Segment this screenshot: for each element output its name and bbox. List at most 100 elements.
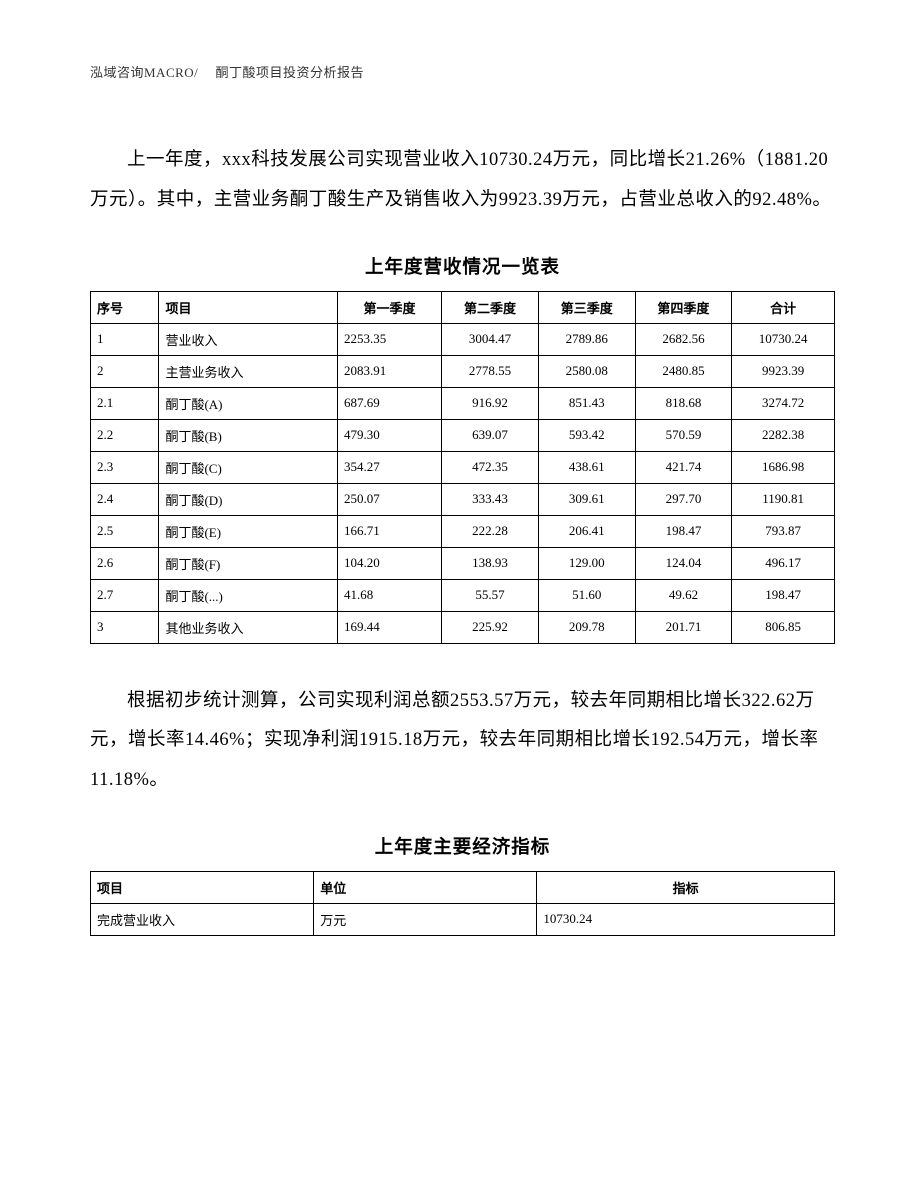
table-cell: 酮丁酸(...) xyxy=(159,579,338,611)
table-cell: 酮丁酸(E) xyxy=(159,515,338,547)
table-cell: 209.78 xyxy=(538,611,635,643)
table-cell: 2789.86 xyxy=(538,323,635,355)
table-cell: 2.6 xyxy=(91,547,159,579)
table-cell: 851.43 xyxy=(538,387,635,419)
table-cell: 2282.38 xyxy=(732,419,835,451)
table-cell: 297.70 xyxy=(635,483,732,515)
table-cell: 438.61 xyxy=(538,451,635,483)
table-cell: 2480.85 xyxy=(635,355,732,387)
col-indicator: 指标 xyxy=(537,871,835,903)
table-cell: 2.4 xyxy=(91,483,159,515)
table-cell: 593.42 xyxy=(538,419,635,451)
table-cell: 2778.55 xyxy=(442,355,539,387)
table-cell: 639.07 xyxy=(442,419,539,451)
indicator-table: 项目 单位 指标 完成营业收入万元10730.24 xyxy=(90,871,835,936)
table-cell: 806.85 xyxy=(732,611,835,643)
table-cell: 41.68 xyxy=(337,579,441,611)
table-header-row: 项目 单位 指标 xyxy=(91,871,835,903)
table-cell: 49.62 xyxy=(635,579,732,611)
table-row: 1营业收入2253.353004.472789.862682.5610730.2… xyxy=(91,323,835,355)
col-q1: 第一季度 xyxy=(337,291,441,323)
table-cell: 104.20 xyxy=(337,547,441,579)
table-cell: 其他业务收入 xyxy=(159,611,338,643)
table-cell: 354.27 xyxy=(337,451,441,483)
table-row: 2.2酮丁酸(B)479.30639.07593.42570.592282.38 xyxy=(91,419,835,451)
table-cell: 酮丁酸(D) xyxy=(159,483,338,515)
col-seq: 序号 xyxy=(91,291,159,323)
table-row: 2.5酮丁酸(E)166.71222.28206.41198.47793.87 xyxy=(91,515,835,547)
table-cell: 166.71 xyxy=(337,515,441,547)
table-cell: 225.92 xyxy=(442,611,539,643)
table-cell: 完成营业收入 xyxy=(91,903,314,935)
table-cell: 主营业务收入 xyxy=(159,355,338,387)
table-cell: 10730.24 xyxy=(732,323,835,355)
paragraph-intro: 上一年度，xxx科技发展公司实现营业收入10730.24万元，同比增长21.26… xyxy=(90,141,835,221)
table-cell: 1190.81 xyxy=(732,483,835,515)
table-cell: 687.69 xyxy=(337,387,441,419)
paragraph-profit: 根据初步统计测算，公司实现利润总额2553.57万元，较去年同期相比增长322.… xyxy=(90,682,835,801)
table-cell: 3004.47 xyxy=(442,323,539,355)
col-total: 合计 xyxy=(732,291,835,323)
table-row: 2.3酮丁酸(C)354.27472.35438.61421.741686.98 xyxy=(91,451,835,483)
table-cell: 793.87 xyxy=(732,515,835,547)
col-q2: 第二季度 xyxy=(442,291,539,323)
table-cell: 万元 xyxy=(314,903,537,935)
table-cell: 1686.98 xyxy=(732,451,835,483)
table-cell: 198.47 xyxy=(732,579,835,611)
table-cell: 3274.72 xyxy=(732,387,835,419)
table-cell: 201.71 xyxy=(635,611,732,643)
table-cell: 51.60 xyxy=(538,579,635,611)
table2-title: 上年度主要经济指标 xyxy=(90,833,835,859)
table-cell: 333.43 xyxy=(442,483,539,515)
revenue-table: 序号 项目 第一季度 第二季度 第三季度 第四季度 合计 1营业收入2253.3… xyxy=(90,291,835,644)
table-cell: 酮丁酸(B) xyxy=(159,419,338,451)
table-cell: 916.92 xyxy=(442,387,539,419)
document-page: 泓域咨询MACRO/ 酮丁酸项目投资分析报告 上一年度，xxx科技发展公司实现营… xyxy=(0,0,920,936)
table-cell: 818.68 xyxy=(635,387,732,419)
table-cell: 169.44 xyxy=(337,611,441,643)
table-cell: 129.00 xyxy=(538,547,635,579)
table-header-row: 序号 项目 第一季度 第二季度 第三季度 第四季度 合计 xyxy=(91,291,835,323)
table-row: 3其他业务收入169.44225.92209.78201.71806.85 xyxy=(91,611,835,643)
table-cell: 198.47 xyxy=(635,515,732,547)
table-cell: 206.41 xyxy=(538,515,635,547)
table-cell: 421.74 xyxy=(635,451,732,483)
table-row: 2.6酮丁酸(F)104.20138.93129.00124.04496.17 xyxy=(91,547,835,579)
table-row: 完成营业收入万元10730.24 xyxy=(91,903,835,935)
table-cell: 2 xyxy=(91,355,159,387)
col-item2: 项目 xyxy=(91,871,314,903)
table-cell: 222.28 xyxy=(442,515,539,547)
table-cell: 2.3 xyxy=(91,451,159,483)
table-cell: 472.35 xyxy=(442,451,539,483)
table-cell: 496.17 xyxy=(732,547,835,579)
table-cell: 2.7 xyxy=(91,579,159,611)
col-unit: 单位 xyxy=(314,871,537,903)
table-cell: 124.04 xyxy=(635,547,732,579)
table-cell: 2253.35 xyxy=(337,323,441,355)
table-row: 2.1酮丁酸(A)687.69916.92851.43818.683274.72 xyxy=(91,387,835,419)
table-cell: 250.07 xyxy=(337,483,441,515)
table-cell: 酮丁酸(A) xyxy=(159,387,338,419)
table-cell: 9923.39 xyxy=(732,355,835,387)
table-cell: 55.57 xyxy=(442,579,539,611)
table-cell: 479.30 xyxy=(337,419,441,451)
table-cell: 2.2 xyxy=(91,419,159,451)
table-cell: 1 xyxy=(91,323,159,355)
table-cell: 2083.91 xyxy=(337,355,441,387)
table-cell: 2.1 xyxy=(91,387,159,419)
table1-title: 上年度营收情况一览表 xyxy=(90,253,835,279)
page-header: 泓域咨询MACRO/ 酮丁酸项目投资分析报告 xyxy=(90,62,835,81)
table1-body: 1营业收入2253.353004.472789.862682.5610730.2… xyxy=(91,323,835,643)
col-q3: 第三季度 xyxy=(538,291,635,323)
table-cell: 138.93 xyxy=(442,547,539,579)
table-row: 2.4酮丁酸(D)250.07333.43309.61297.701190.81 xyxy=(91,483,835,515)
col-q4: 第四季度 xyxy=(635,291,732,323)
table-row: 2主营业务收入2083.912778.552580.082480.859923.… xyxy=(91,355,835,387)
table-cell: 酮丁酸(F) xyxy=(159,547,338,579)
table-cell: 3 xyxy=(91,611,159,643)
table-cell: 2580.08 xyxy=(538,355,635,387)
table2-body: 完成营业收入万元10730.24 xyxy=(91,903,835,935)
col-item: 项目 xyxy=(159,291,338,323)
table-cell: 酮丁酸(C) xyxy=(159,451,338,483)
table-cell: 2.5 xyxy=(91,515,159,547)
